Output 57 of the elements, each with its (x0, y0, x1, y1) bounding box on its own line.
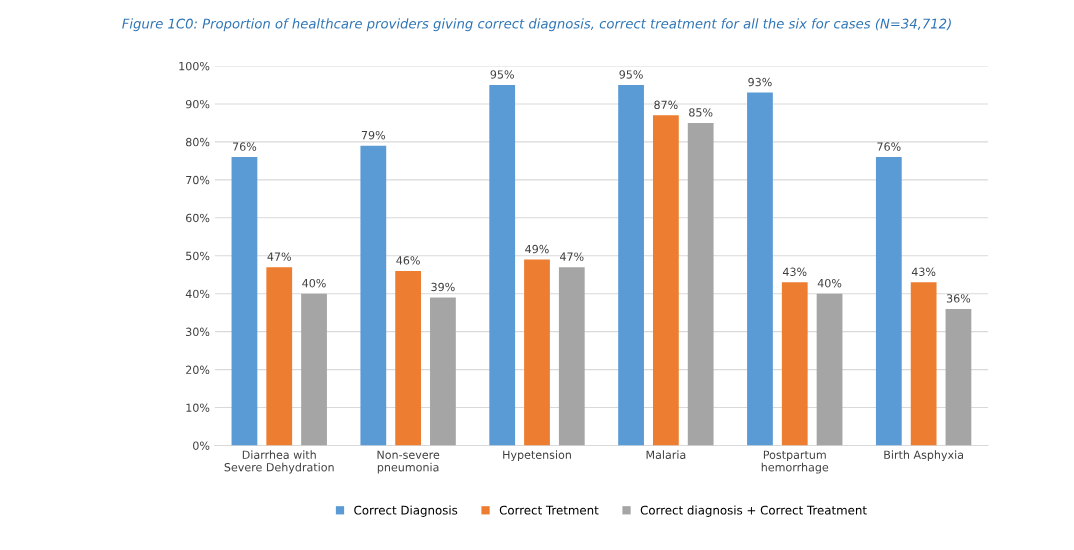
data-label: 40% (302, 278, 326, 288)
y-tick-label: 60% (186, 213, 210, 223)
y-tick-label: 70% (186, 175, 210, 185)
bar (687, 122, 714, 446)
y-tick-label: 20% (186, 365, 210, 374)
bar (747, 92, 773, 446)
data-label: 43% (782, 267, 807, 276)
data-label: 87% (654, 100, 678, 110)
y-tick-label: 40% (185, 289, 210, 299)
chart-title: Figure 1C0: Proportion of healthcare providers giving correct diagnosis, correct treatment for all the six for cases (N=34,712) (122, 18, 951, 32)
data-label: 76% (877, 142, 901, 151)
legend-label: Correct Diagnosis (354, 505, 458, 517)
bar (875, 157, 902, 446)
data-label: 39% (431, 282, 455, 292)
bar (395, 270, 422, 446)
data-label: 85% (689, 108, 713, 117)
bar (430, 297, 456, 446)
bar (489, 84, 516, 446)
bar (781, 282, 808, 446)
bar (301, 293, 327, 446)
x-tick-label: Diarrhea with Severe Dehydration (224, 450, 334, 474)
bar (360, 145, 387, 446)
legend-label: Correct diagnosis + Correct Treatment (640, 505, 867, 517)
bar (266, 267, 293, 446)
data-label: 43% (911, 267, 936, 276)
data-label: 95% (619, 70, 643, 79)
y-tick-label: 0% (193, 441, 210, 450)
legend-label: Correct Tretment (499, 505, 599, 515)
data-label: 95% (490, 70, 514, 79)
x-tick-label: Malaria (646, 450, 686, 459)
bar (910, 282, 937, 446)
data-label: 40% (817, 278, 842, 288)
bar (231, 157, 258, 446)
data-label: 46% (396, 256, 420, 265)
bar (524, 259, 550, 446)
bar (618, 84, 644, 446)
y-tick-label: 90% (185, 99, 210, 109)
y-tick-label: 100% (179, 61, 210, 71)
data-label: 76% (233, 142, 257, 151)
data-label: 47% (559, 252, 584, 261)
data-label: 36% (946, 294, 971, 303)
y-tick-label: 50% (186, 251, 210, 261)
bar (945, 308, 972, 446)
bar (816, 293, 843, 446)
bar (652, 115, 679, 446)
x-tick-label: Postpartum hemorrhage (761, 450, 829, 474)
data-label: 79% (361, 130, 386, 140)
bar (558, 267, 585, 446)
x-tick-label: Hypetension (503, 450, 571, 462)
y-tick-label: 80% (186, 137, 210, 147)
y-tick-label: 30% (186, 327, 210, 337)
x-tick-label: Birth Asphyxia (884, 450, 963, 462)
x-tick-label: Non-severe pneumonia (377, 450, 440, 474)
y-tick-label: 10% (186, 403, 210, 412)
data-label: 93% (748, 77, 772, 87)
data-label: 49% (525, 244, 549, 254)
data-label: 47% (267, 252, 291, 261)
